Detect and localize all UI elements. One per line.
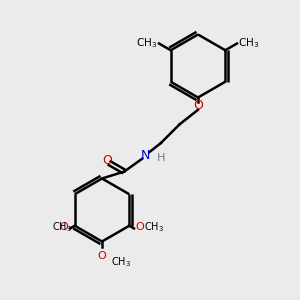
Text: CH$_3$: CH$_3$ [145, 220, 164, 234]
Text: CH$_3$: CH$_3$ [136, 37, 158, 50]
Text: CH$_3$: CH$_3$ [111, 255, 131, 269]
Text: O: O [136, 222, 145, 232]
Text: O: O [98, 251, 106, 261]
Text: H: H [157, 152, 166, 163]
Text: O: O [59, 222, 68, 232]
Text: CH$_3$: CH$_3$ [238, 37, 260, 50]
Text: CH$_3$: CH$_3$ [52, 220, 72, 234]
Text: N: N [141, 148, 151, 162]
Text: O: O [193, 99, 203, 112]
Text: O: O [102, 154, 112, 167]
